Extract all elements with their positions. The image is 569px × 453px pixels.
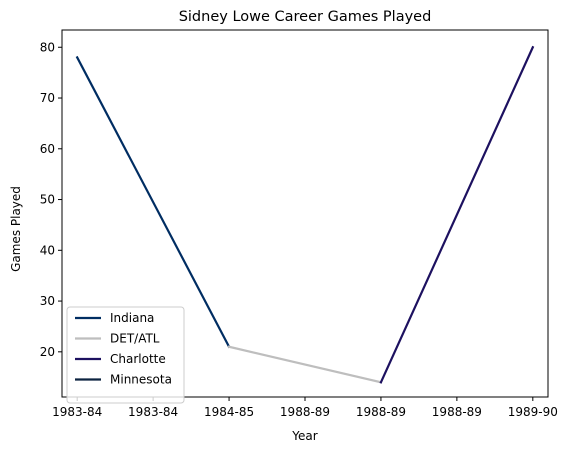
- legend: Indiana DET/ATL Charlotte Minnesota: [66, 306, 185, 404]
- legend-label-0: Indiana: [110, 311, 154, 325]
- series-line-1: [227, 345, 383, 384]
- plot-area: [75, 45, 535, 384]
- legend-label-2: Charlotte: [110, 352, 166, 366]
- x-tick-label-1: 1983-84: [128, 405, 178, 419]
- x-tick-label-5: 1988-89: [432, 405, 482, 419]
- y-tick-label-1: 30: [40, 294, 55, 308]
- legend-label-3: Minnesota: [110, 373, 172, 387]
- y-tick-label-3: 50: [40, 193, 55, 207]
- y-axis-label: Games Played: [9, 186, 23, 272]
- axes: 20 30 40 50 60 70 80 1983-84 1983-84 1984-85 1988-…: [40, 29, 558, 419]
- y-tick-label-2: 40: [40, 243, 55, 257]
- x-tick-label-0: 1983-84: [52, 405, 102, 419]
- chart-title: Sidney Lowe Career Games Played: [179, 9, 432, 25]
- x-axis-label: Year: [291, 429, 317, 443]
- x-tick-label-3: 1988-89: [280, 405, 330, 419]
- y-tick-label-4: 60: [40, 142, 55, 156]
- y-tick-label-0: 20: [40, 345, 55, 359]
- series-line-2: [379, 45, 535, 384]
- y-tick-label-5: 70: [40, 91, 55, 105]
- x-tick-label-4: 1988-89: [356, 405, 406, 419]
- x-tick-label-6: 1989-90: [508, 405, 558, 419]
- y-tick-label-6: 80: [40, 40, 55, 54]
- legend-label-1: DET/ATL: [110, 332, 160, 346]
- x-tick-label-2: 1984-85: [204, 405, 254, 419]
- series-line-0: [75, 55, 231, 349]
